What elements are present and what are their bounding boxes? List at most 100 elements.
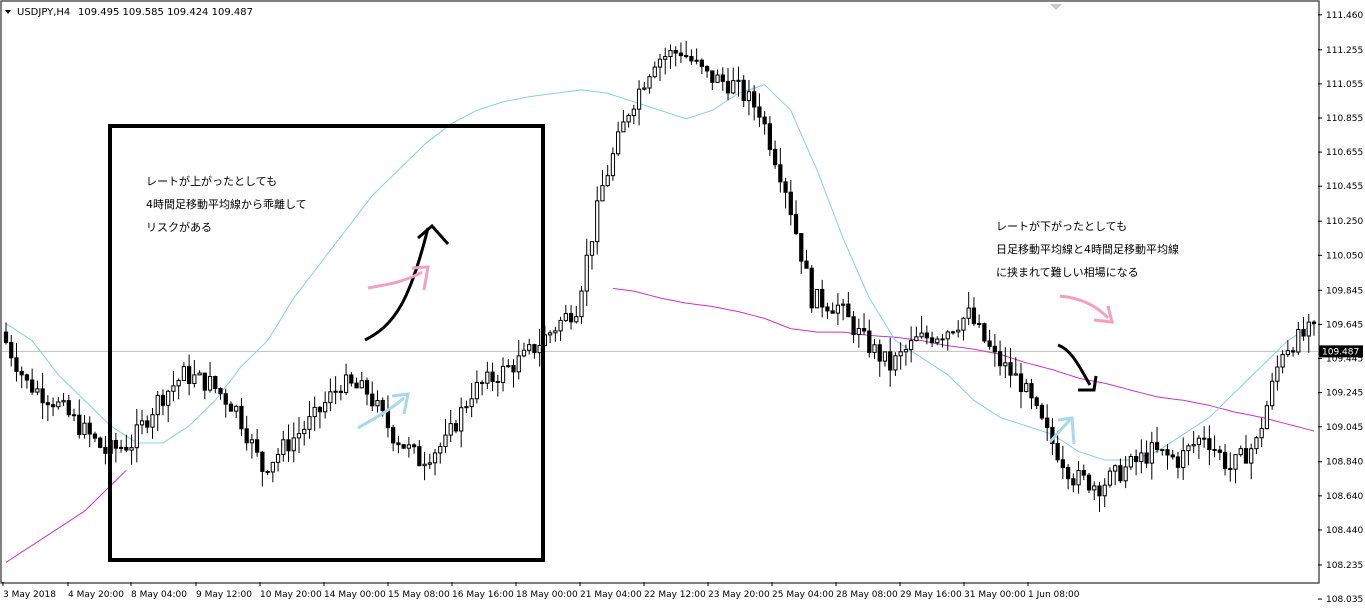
candle (1029, 378, 1034, 410)
candle (223, 388, 228, 418)
candle (935, 336, 940, 346)
candle (757, 93, 762, 127)
candle-body (71, 414, 77, 417)
candle-body (490, 371, 495, 383)
candle-body (139, 420, 145, 426)
candle-body (270, 461, 275, 473)
candle (213, 375, 218, 394)
candle-body (45, 402, 50, 406)
candle-body (1024, 383, 1029, 393)
candle-body (129, 447, 134, 451)
candle (40, 372, 45, 420)
candle (856, 318, 861, 348)
candle (903, 344, 909, 366)
candle-body (145, 420, 150, 428)
candle-body (563, 312, 568, 321)
candle (673, 46, 678, 67)
candle-body (30, 379, 35, 393)
candle-body (312, 406, 317, 418)
candle-body (736, 79, 741, 82)
y-tick-label: 109.645 (1326, 320, 1363, 330)
candle (1092, 481, 1097, 500)
candle-body (244, 428, 249, 444)
candle-body (1296, 328, 1301, 353)
candle (1013, 357, 1018, 376)
candle-body (762, 116, 767, 125)
candle-body (375, 400, 380, 407)
arrowhead-pink-right (1093, 305, 1114, 324)
candle (1081, 464, 1086, 481)
candle (166, 389, 171, 423)
candle-body (354, 382, 359, 389)
candle (694, 48, 699, 65)
candle-body (464, 406, 469, 409)
candle-body (861, 328, 867, 332)
candle-body (186, 366, 192, 385)
candle (286, 424, 291, 463)
candle-body (825, 306, 830, 312)
candle (207, 362, 213, 393)
candle (1186, 443, 1191, 466)
candle (521, 342, 527, 358)
y-tick-label: 108.235 (1326, 561, 1363, 571)
candle (919, 316, 924, 339)
candle-body (997, 351, 1003, 367)
x-tick-label: 3 May 2018 (3, 590, 56, 600)
candle-body (940, 338, 945, 341)
candle-body (56, 401, 61, 408)
candle (684, 40, 689, 59)
candle (631, 104, 636, 125)
candle (725, 67, 731, 101)
candle (956, 320, 961, 338)
x-tick-label: 18 May 00:00 (516, 590, 578, 600)
candle (1018, 363, 1024, 409)
candle-body (406, 444, 411, 449)
candle-body (443, 434, 448, 448)
candle (950, 330, 956, 335)
candle-body (396, 442, 401, 446)
candle-body (788, 191, 793, 216)
candle-body (919, 332, 924, 338)
candle-body (935, 338, 940, 344)
candle-body (888, 351, 893, 371)
candle (61, 393, 66, 406)
arrow-blue-right (1048, 418, 1072, 443)
candle (192, 360, 197, 388)
candle (1003, 347, 1008, 379)
candle (124, 434, 129, 453)
candle-body (840, 303, 846, 306)
candle-body (699, 59, 704, 67)
candle-body (1034, 397, 1039, 406)
candle (1217, 445, 1222, 460)
candle-body (1071, 478, 1076, 486)
candle (563, 305, 568, 323)
triangle-down-icon[interactable] (5, 10, 11, 14)
candle-body (799, 233, 804, 262)
candle-body (1196, 437, 1202, 446)
candle-body (725, 80, 731, 94)
candle (1275, 355, 1280, 391)
candle (731, 67, 736, 95)
candle-body (1102, 484, 1107, 497)
candle (333, 376, 338, 405)
candle (30, 368, 35, 395)
candle (961, 316, 966, 341)
candle-body (668, 50, 673, 58)
candle (260, 450, 265, 487)
candle-body (971, 307, 977, 325)
candle (1249, 443, 1254, 480)
candle-body (872, 344, 877, 353)
candle (595, 186, 600, 255)
candle (255, 428, 260, 457)
candle-body (851, 316, 856, 336)
candle (181, 362, 187, 381)
daily-moving-average-layer (5, 287, 1315, 563)
candle-body (134, 424, 139, 449)
candle-body (1045, 417, 1050, 428)
y-tick-label: 108.440 (1326, 526, 1363, 536)
candle (1191, 430, 1196, 454)
arrow-pink-left (367, 270, 423, 290)
candle-body (1207, 438, 1212, 450)
candle-body (830, 310, 835, 314)
